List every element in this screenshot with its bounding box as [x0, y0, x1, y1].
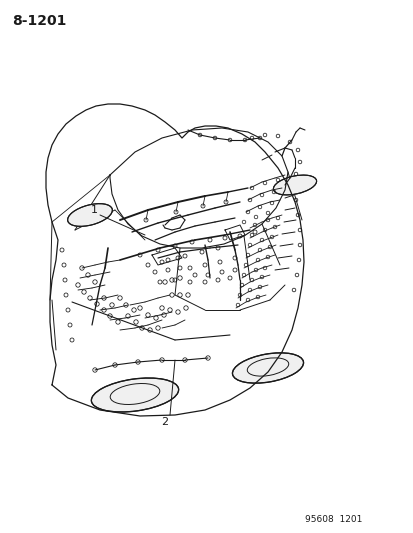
Ellipse shape: [91, 378, 178, 412]
Ellipse shape: [67, 204, 112, 227]
Text: 8-1201: 8-1201: [12, 14, 66, 28]
Text: 95608  1201: 95608 1201: [304, 515, 361, 524]
Ellipse shape: [273, 175, 316, 195]
Text: 1: 1: [90, 205, 97, 215]
Ellipse shape: [232, 353, 303, 383]
Text: 2: 2: [161, 417, 168, 427]
